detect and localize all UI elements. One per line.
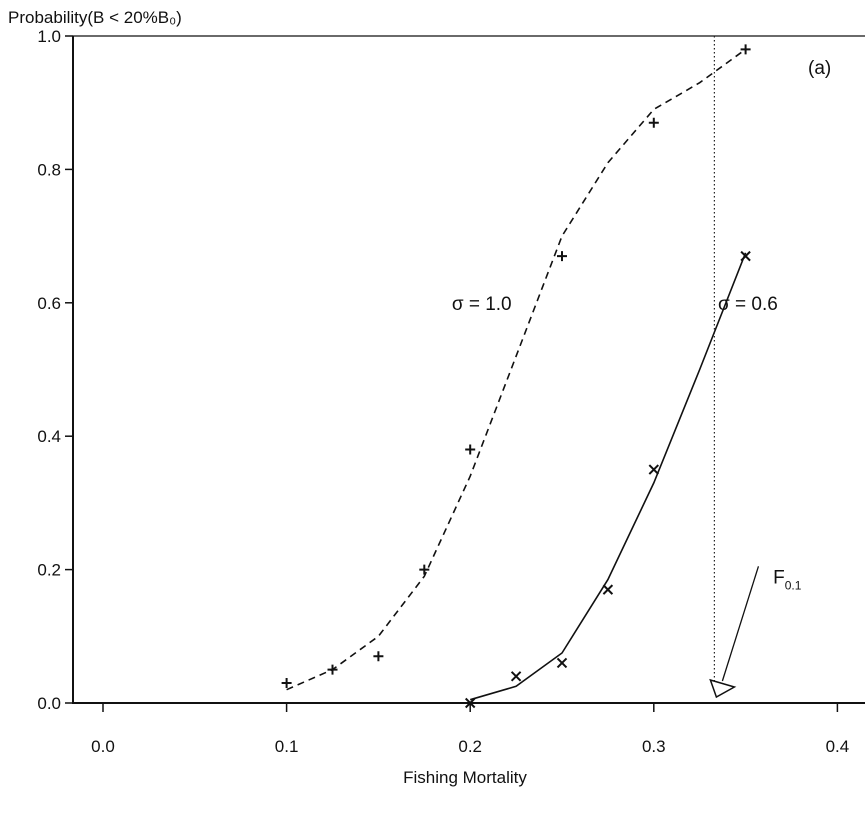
y-tick-label: 0.6 (37, 294, 61, 313)
f01-pointer-line (721, 566, 760, 682)
data-point-1 (557, 251, 567, 262)
axes: 0.0 0.2 0.4 0.6 0.8 1.0 0.0 0.1 0.2 0.3 0.4 (37, 27, 865, 756)
x-axis-title: Fishing Mortality (403, 768, 527, 787)
x-tick-label: 0.1 (275, 737, 299, 756)
y-tick-label: 0.4 (37, 427, 61, 446)
data-point-1 (419, 564, 430, 575)
y-tick-label: 1.0 (37, 27, 61, 46)
panel-label: (a) (808, 58, 831, 79)
series-layer (281, 44, 751, 709)
data-point-1 (465, 444, 476, 455)
data-point-2 (740, 250, 751, 262)
x-tick-label: 0.0 (91, 737, 115, 756)
y-tick-label: 0.2 (37, 561, 61, 580)
data-point-2 (648, 464, 660, 475)
x-tick-label: 0.4 (826, 737, 850, 756)
data-point-1 (373, 651, 384, 662)
data-point-1 (327, 664, 338, 675)
series-line-1 (286, 48, 747, 691)
label-layer: Probability(B < 20%B₀) (a) Fishing Morta… (8, 8, 831, 787)
y-tick-label: 0.0 (37, 694, 61, 713)
reference-line-layer (709, 36, 760, 699)
series-line-2 (469, 252, 747, 701)
x-tick-label: 0.2 (458, 737, 482, 756)
data-point-1 (740, 44, 751, 55)
f01-arrowhead (709, 678, 737, 699)
x-tick-label: 0.3 (642, 737, 666, 756)
data-point-2 (464, 697, 476, 709)
y-axis-title: Probability(B < 20%B₀) (8, 8, 182, 27)
annotation-2: σ = 0.6 (718, 294, 778, 315)
y-tick-label: 0.8 (37, 160, 61, 179)
annotation-3: F0.1 (773, 567, 802, 592)
data-point-2 (510, 671, 522, 682)
annotation-1: σ = 1.0 (452, 294, 512, 315)
data-point-2 (556, 657, 568, 669)
data-point-1 (281, 677, 292, 688)
data-point-1 (648, 117, 659, 128)
data-point-2 (602, 584, 614, 595)
